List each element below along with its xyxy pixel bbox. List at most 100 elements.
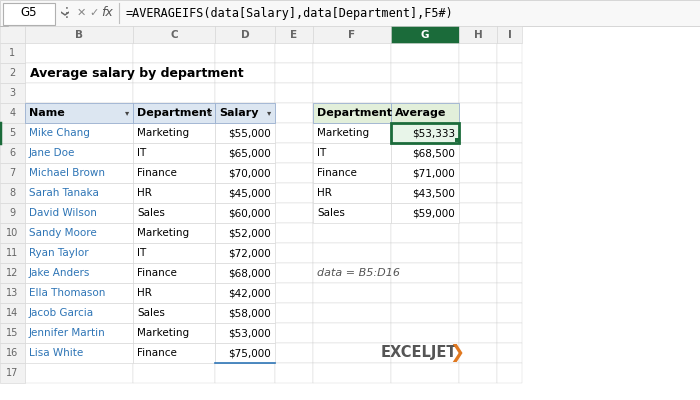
Text: HR: HR — [137, 188, 152, 198]
Text: 9: 9 — [9, 208, 15, 218]
Text: Jennifer Martin: Jennifer Martin — [29, 328, 106, 338]
Bar — [215, 323, 275, 343]
Bar — [275, 163, 313, 183]
Bar — [0, 103, 25, 123]
Bar — [25, 183, 133, 203]
Bar — [215, 303, 275, 323]
Text: IT: IT — [137, 248, 146, 258]
Text: ✕: ✕ — [77, 8, 86, 18]
Text: $45,000: $45,000 — [228, 188, 271, 198]
Bar — [215, 43, 275, 63]
Bar — [0, 223, 25, 243]
Bar — [497, 363, 522, 383]
Bar — [133, 26, 215, 43]
Bar — [0, 203, 25, 223]
Text: 6: 6 — [9, 148, 15, 158]
Text: David Wilson: David Wilson — [29, 208, 97, 218]
Text: 5: 5 — [9, 128, 15, 138]
Text: HR: HR — [317, 188, 332, 198]
Bar — [25, 283, 133, 303]
Text: Average: Average — [395, 108, 447, 118]
Bar — [459, 223, 497, 243]
Text: 17: 17 — [6, 368, 19, 378]
Bar — [215, 263, 275, 283]
Bar — [459, 363, 497, 383]
Text: $43,500: $43,500 — [412, 188, 455, 198]
Text: EXCELJET: EXCELJET — [381, 346, 458, 360]
Bar — [497, 123, 522, 143]
Bar — [313, 203, 391, 223]
Bar — [275, 103, 313, 123]
Bar — [0, 163, 25, 183]
Bar — [215, 143, 275, 163]
Bar — [215, 103, 275, 123]
Bar — [25, 303, 133, 323]
Bar — [459, 26, 497, 43]
Bar — [215, 303, 275, 323]
Bar — [25, 103, 133, 123]
Text: I: I — [508, 30, 512, 40]
Bar — [215, 283, 275, 303]
Bar — [497, 163, 522, 183]
Bar — [0, 83, 25, 103]
Bar — [391, 183, 459, 203]
Text: $53,333: $53,333 — [412, 128, 455, 138]
Bar — [497, 283, 522, 303]
Bar — [497, 43, 522, 63]
Text: $58,000: $58,000 — [228, 308, 271, 318]
Text: 11: 11 — [6, 248, 19, 258]
Bar — [133, 343, 215, 363]
Bar — [133, 323, 215, 343]
Bar — [313, 223, 391, 243]
Bar — [391, 363, 459, 383]
Bar — [133, 143, 215, 163]
Bar — [391, 163, 459, 183]
Bar — [313, 243, 391, 263]
Bar — [497, 303, 522, 323]
Bar — [215, 203, 275, 223]
Bar — [25, 303, 133, 323]
Bar — [275, 303, 313, 323]
Bar — [313, 183, 391, 203]
Bar — [215, 183, 275, 203]
Bar — [25, 223, 133, 243]
Bar — [459, 343, 497, 363]
Bar — [459, 263, 497, 283]
Bar — [459, 63, 497, 83]
Bar — [391, 283, 459, 303]
Bar — [215, 63, 275, 83]
Text: 1: 1 — [9, 48, 15, 58]
Text: ❯: ❯ — [449, 344, 464, 362]
Text: ▾: ▾ — [267, 108, 271, 118]
Bar — [215, 243, 275, 263]
Bar — [313, 183, 391, 203]
Bar — [215, 183, 275, 203]
Bar — [497, 243, 522, 263]
Bar — [215, 223, 275, 243]
Bar — [313, 143, 391, 163]
Text: $59,000: $59,000 — [412, 208, 455, 218]
Text: Name: Name — [29, 108, 64, 118]
Bar — [215, 163, 275, 183]
Text: Jake Anders: Jake Anders — [29, 268, 90, 278]
Bar — [459, 103, 497, 123]
Bar — [497, 26, 522, 43]
Bar — [275, 43, 313, 63]
Text: ✓: ✓ — [89, 8, 99, 18]
Bar — [391, 103, 459, 123]
Bar — [313, 43, 391, 63]
Bar — [313, 123, 391, 143]
Text: Marketing: Marketing — [137, 328, 189, 338]
Bar — [313, 163, 391, 183]
Text: Sales: Sales — [137, 208, 165, 218]
Text: Sales: Sales — [317, 208, 345, 218]
Bar — [25, 263, 133, 283]
Text: Average salary by department: Average salary by department — [30, 66, 244, 80]
Text: 7: 7 — [9, 168, 15, 178]
Text: $70,000: $70,000 — [228, 168, 271, 178]
Text: Department: Department — [317, 108, 392, 118]
Bar — [497, 143, 522, 163]
Bar — [497, 343, 522, 363]
Bar — [391, 263, 459, 283]
Bar — [497, 203, 522, 223]
